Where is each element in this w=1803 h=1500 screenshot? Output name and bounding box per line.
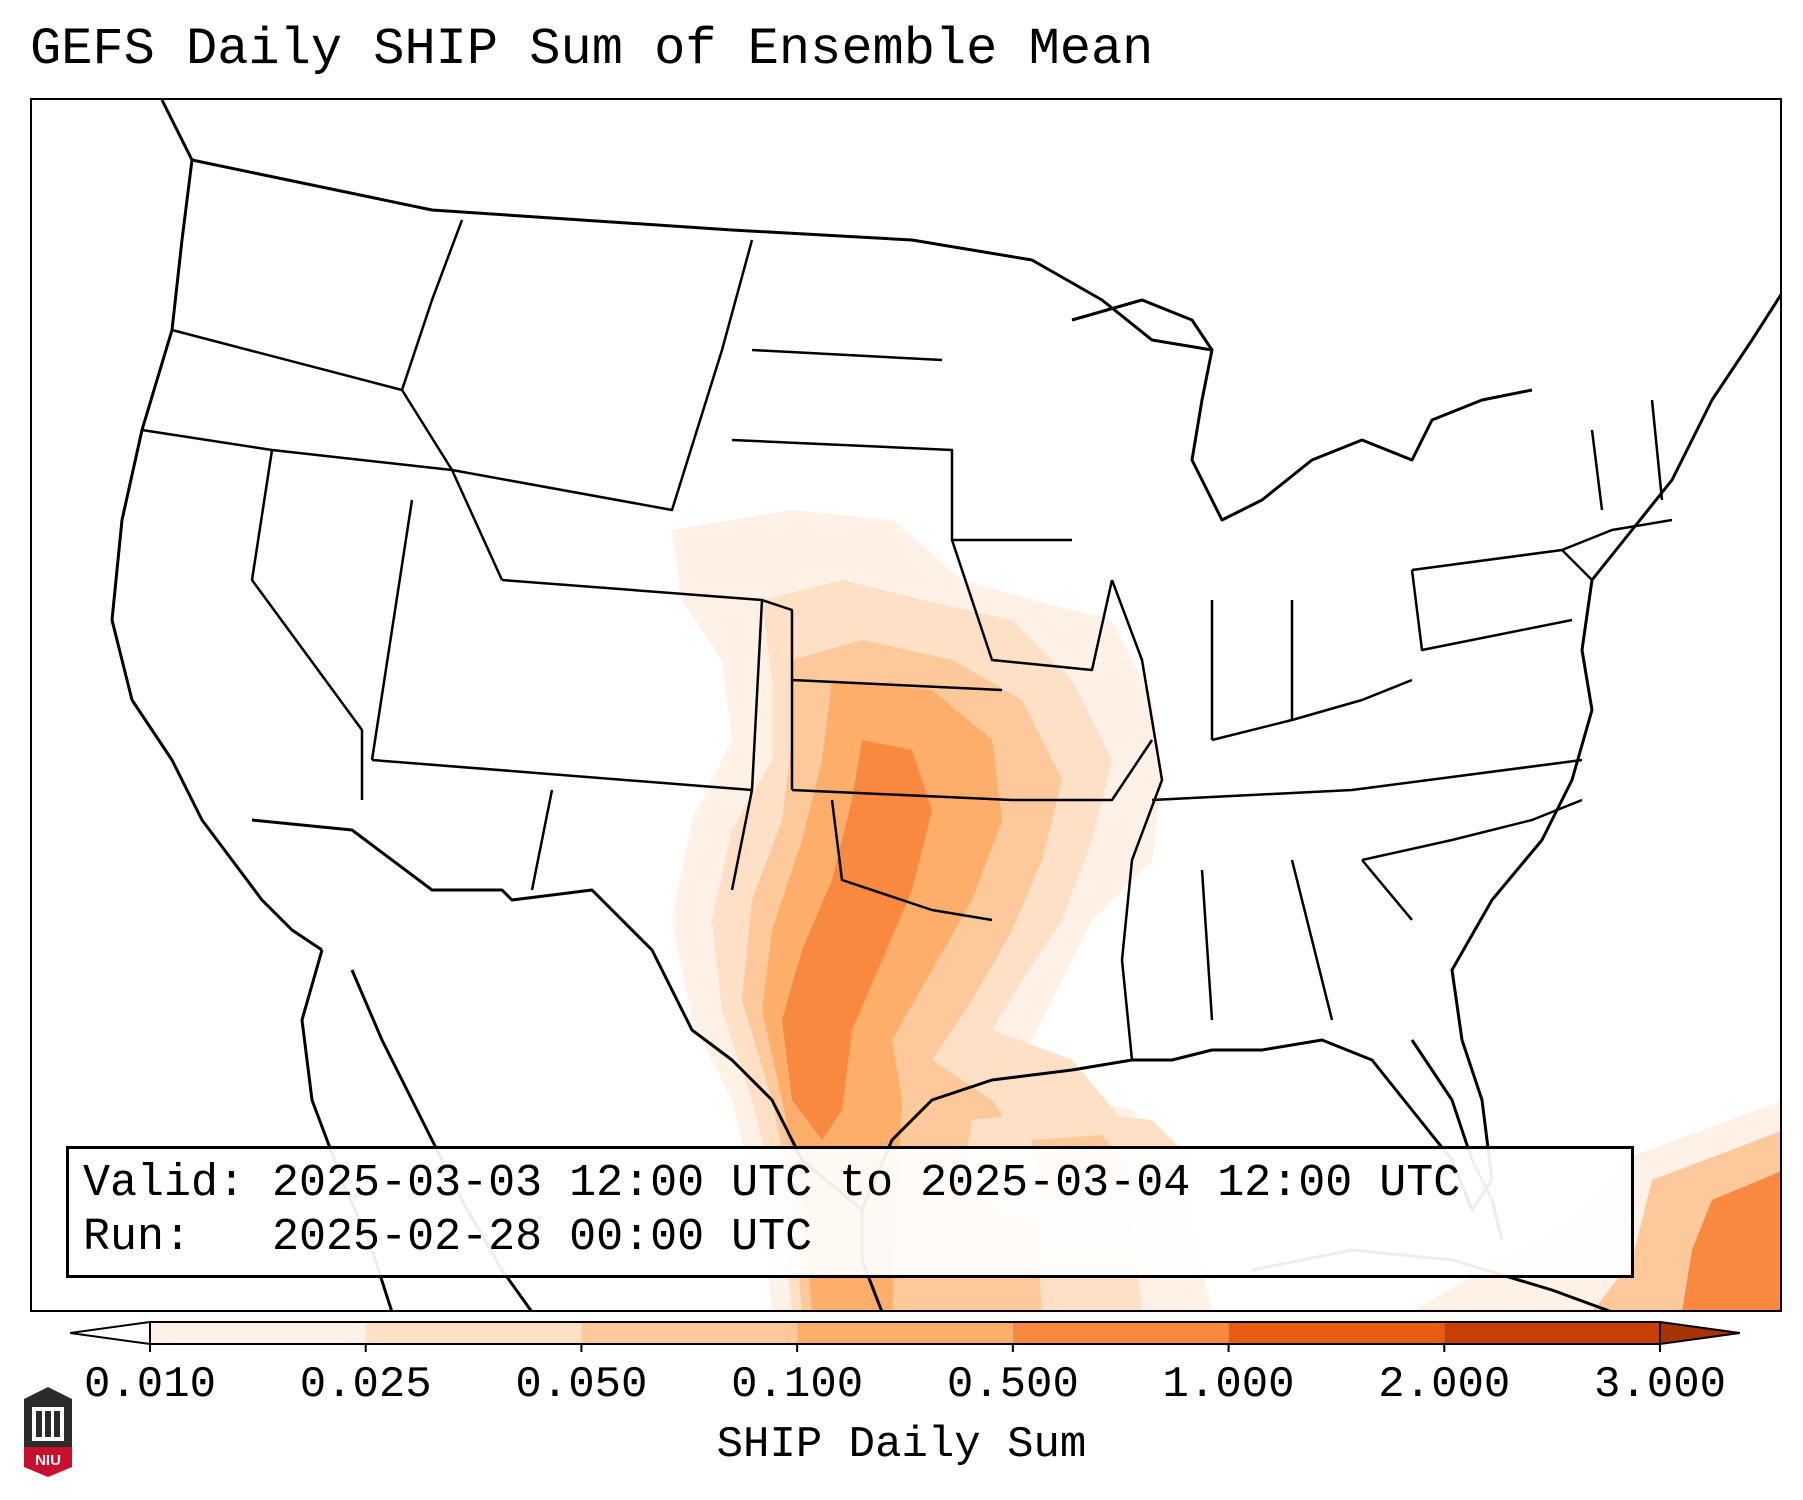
colorbar-tick-label: 0.100 bbox=[731, 1360, 864, 1410]
border-pa-ny bbox=[1410, 548, 1593, 652]
colorbar-segment bbox=[581, 1322, 798, 1344]
valid-label: Valid: bbox=[83, 1158, 246, 1209]
state-borders bbox=[141, 219, 1673, 1061]
colorbar-segment bbox=[365, 1322, 582, 1344]
border-ut-co-az-nm bbox=[371, 578, 764, 792]
border-id-mt bbox=[400, 219, 464, 391]
coastline-east bbox=[1450, 293, 1780, 1041]
border-nv-ut bbox=[370, 499, 414, 761]
border-ne-states bbox=[1561, 399, 1673, 552]
colorbar-segment bbox=[1012, 1322, 1229, 1344]
border-nm-tx bbox=[730, 789, 754, 891]
map-panel bbox=[30, 98, 1782, 1312]
colorbar-outline bbox=[149, 1321, 1661, 1345]
border-or-ca-nv-id bbox=[141, 428, 504, 581]
colorbar-segment bbox=[1444, 1322, 1660, 1344]
border-us-mexico bbox=[251, 818, 863, 1212]
ship-shading bbox=[672, 510, 1780, 1310]
colorbar bbox=[70, 1320, 1740, 1352]
colorbar-segments bbox=[70, 1320, 1740, 1346]
border-ms-al-ga bbox=[1200, 859, 1413, 1021]
colorbar-label: SHIP Daily Sum bbox=[716, 1420, 1087, 1470]
border-ca-nv bbox=[250, 449, 364, 800]
niu-logo-text: NIU bbox=[35, 1452, 61, 1469]
border-wa-or bbox=[171, 328, 454, 471]
colorbar-tick-label: 2.000 bbox=[1378, 1360, 1511, 1410]
colorbar-segment bbox=[797, 1322, 1013, 1344]
colorbar-tick-label: 1.000 bbox=[1162, 1360, 1295, 1410]
ship-region-atlantic-core bbox=[1682, 1171, 1780, 1310]
border-ok-tx bbox=[830, 799, 993, 922]
border-ne-ks bbox=[791, 678, 1003, 692]
border-us-canada bbox=[191, 158, 1213, 352]
colorbar-segment bbox=[1228, 1322, 1445, 1344]
colorbar-extend-high bbox=[1659, 1320, 1740, 1346]
colorbar-tick-label: 0.050 bbox=[515, 1360, 648, 1410]
colorbar-tick-label: 0.010 bbox=[83, 1360, 217, 1410]
colorbar-segment bbox=[150, 1322, 366, 1344]
border-ohio bbox=[1211, 678, 1413, 742]
border-az-nm bbox=[530, 789, 554, 891]
run-value: 2025-02-28 00:00 UTC bbox=[272, 1212, 813, 1263]
coastline-west bbox=[110, 100, 323, 952]
border-mt-wy bbox=[451, 239, 754, 512]
border-nc-sc bbox=[1361, 798, 1583, 862]
colorbar-tick-label: 3.000 bbox=[1593, 1360, 1727, 1410]
valid-run-box: Valid: 2025-03-03 12:00 UTC to 2025-03-0… bbox=[66, 1146, 1634, 1278]
chart-title: GEFS Daily SHIP Sum of Ensemble Mean bbox=[30, 20, 1154, 79]
border-ia-mo bbox=[950, 539, 1114, 672]
colorbar-ticks bbox=[149, 1344, 1661, 1352]
colorbar-extend-low bbox=[70, 1320, 151, 1346]
ship-field-map bbox=[110, 100, 1780, 1310]
border-ks-ok bbox=[791, 788, 1013, 802]
great-lakes bbox=[1071, 298, 1533, 522]
border-nd-sd bbox=[751, 348, 943, 362]
niu-logo-icon: NIU bbox=[24, 1387, 72, 1477]
valid-value: 2025-03-03 12:00 UTC to 2025-03-04 12:00… bbox=[272, 1158, 1461, 1209]
border-mo-ar bbox=[1012, 739, 1154, 802]
border-co-ks bbox=[761, 598, 794, 790]
border-wy-ne-sd bbox=[731, 438, 1072, 542]
border-in-oh-il bbox=[1210, 600, 1294, 740]
colorbar-tick-label: 0.500 bbox=[946, 1360, 1079, 1410]
colorbar-tick-label: 0.025 bbox=[299, 1360, 432, 1410]
border-tn-ky bbox=[1151, 758, 1583, 802]
run-label: Run: bbox=[83, 1212, 192, 1263]
ship-region-peak-plains bbox=[782, 740, 932, 1140]
border-mississippi bbox=[1110, 579, 1164, 1061]
